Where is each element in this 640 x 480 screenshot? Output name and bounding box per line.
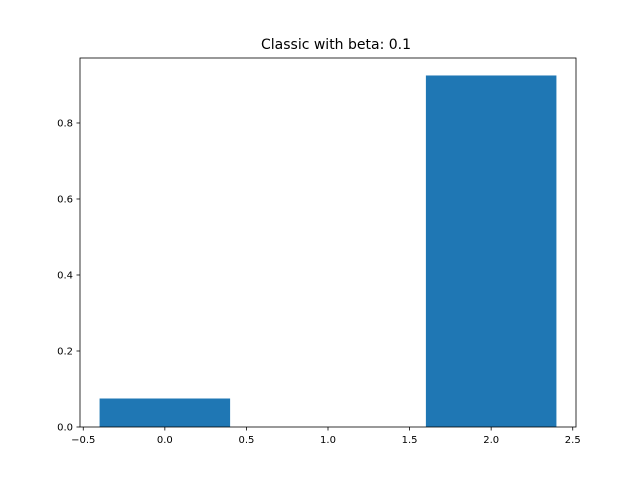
chart-title: Classic with beta: 0.1 <box>261 37 411 53</box>
x-tick-label-5: 2.0 <box>483 435 499 446</box>
plot-area: −0.5 0.0 0.5 1.0 1.5 2.0 2.50.00.20.40.60.8 <box>57 57 581 446</box>
x-tick-label-4: 1.5 <box>402 435 418 446</box>
y-tick-label-1: 0.2 <box>57 347 73 358</box>
x-tick-label-6: 2.5 <box>565 435 581 446</box>
x-tick-label-1: 0.0 <box>157 435 173 446</box>
y-tick-label-0: 0.0 <box>57 423 73 434</box>
x-tick-label-0: −0.5 <box>71 435 95 446</box>
bar-0 <box>99 398 231 427</box>
bar-2 <box>425 75 557 427</box>
y-tick-label-3: 0.6 <box>57 195 73 206</box>
y-tick-label-4: 0.8 <box>57 119 73 130</box>
y-tick-label-2: 0.4 <box>57 271 73 282</box>
x-tick-label-3: 1.0 <box>320 435 336 446</box>
x-tick-label-2: 0.5 <box>238 435 254 446</box>
